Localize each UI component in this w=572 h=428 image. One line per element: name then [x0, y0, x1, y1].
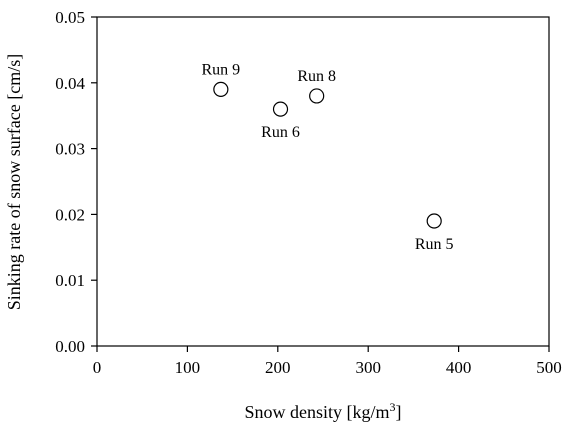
x-tick-label: 500	[536, 358, 562, 377]
data-points: Run 9 Run 6 Run 8 Run 5	[202, 61, 454, 253]
y-axis-ticks: 0.00 0.01 0.02 0.03 0.04 0.05	[55, 8, 97, 356]
y-tick-label: 0.03	[55, 140, 85, 159]
plot-frame	[96, 16, 550, 347]
data-point-label: Run 9	[202, 61, 241, 78]
x-axis-title-main: Snow density [kg/m	[244, 402, 389, 422]
data-point-label: Run 5	[415, 236, 454, 253]
x-axis-title: Snow density [kg/m3]	[244, 400, 401, 422]
x-axis-title-superscript: 3	[390, 400, 396, 414]
plot-axes	[96, 16, 550, 347]
data-point-marker	[213, 81, 229, 97]
data-point-label: Run 8	[297, 68, 336, 85]
data-point-marker	[426, 213, 442, 229]
data-point-marker	[309, 88, 325, 104]
y-tick-label: 0.05	[55, 8, 85, 27]
y-tick-label: 0.01	[55, 271, 85, 290]
data-point-marker	[272, 101, 289, 117]
x-tick-label: 400	[446, 358, 472, 377]
x-axis-title-end: ]	[396, 402, 402, 422]
x-tick-label: 200	[265, 358, 291, 377]
y-tick-label: 0.00	[55, 337, 85, 356]
x-axis-ticks: 0 100 200 300 400 500	[93, 346, 562, 377]
data-point-label: Run 6	[261, 124, 300, 141]
y-tick-label: 0.02	[55, 205, 85, 224]
x-tick-label: 0	[93, 358, 102, 377]
x-tick-label: 300	[355, 358, 381, 377]
y-tick-label: 0.04	[55, 74, 85, 93]
y-axis-title: Sinking rate of snow surface [cm/s]	[4, 54, 24, 310]
x-tick-label: 100	[175, 358, 201, 377]
